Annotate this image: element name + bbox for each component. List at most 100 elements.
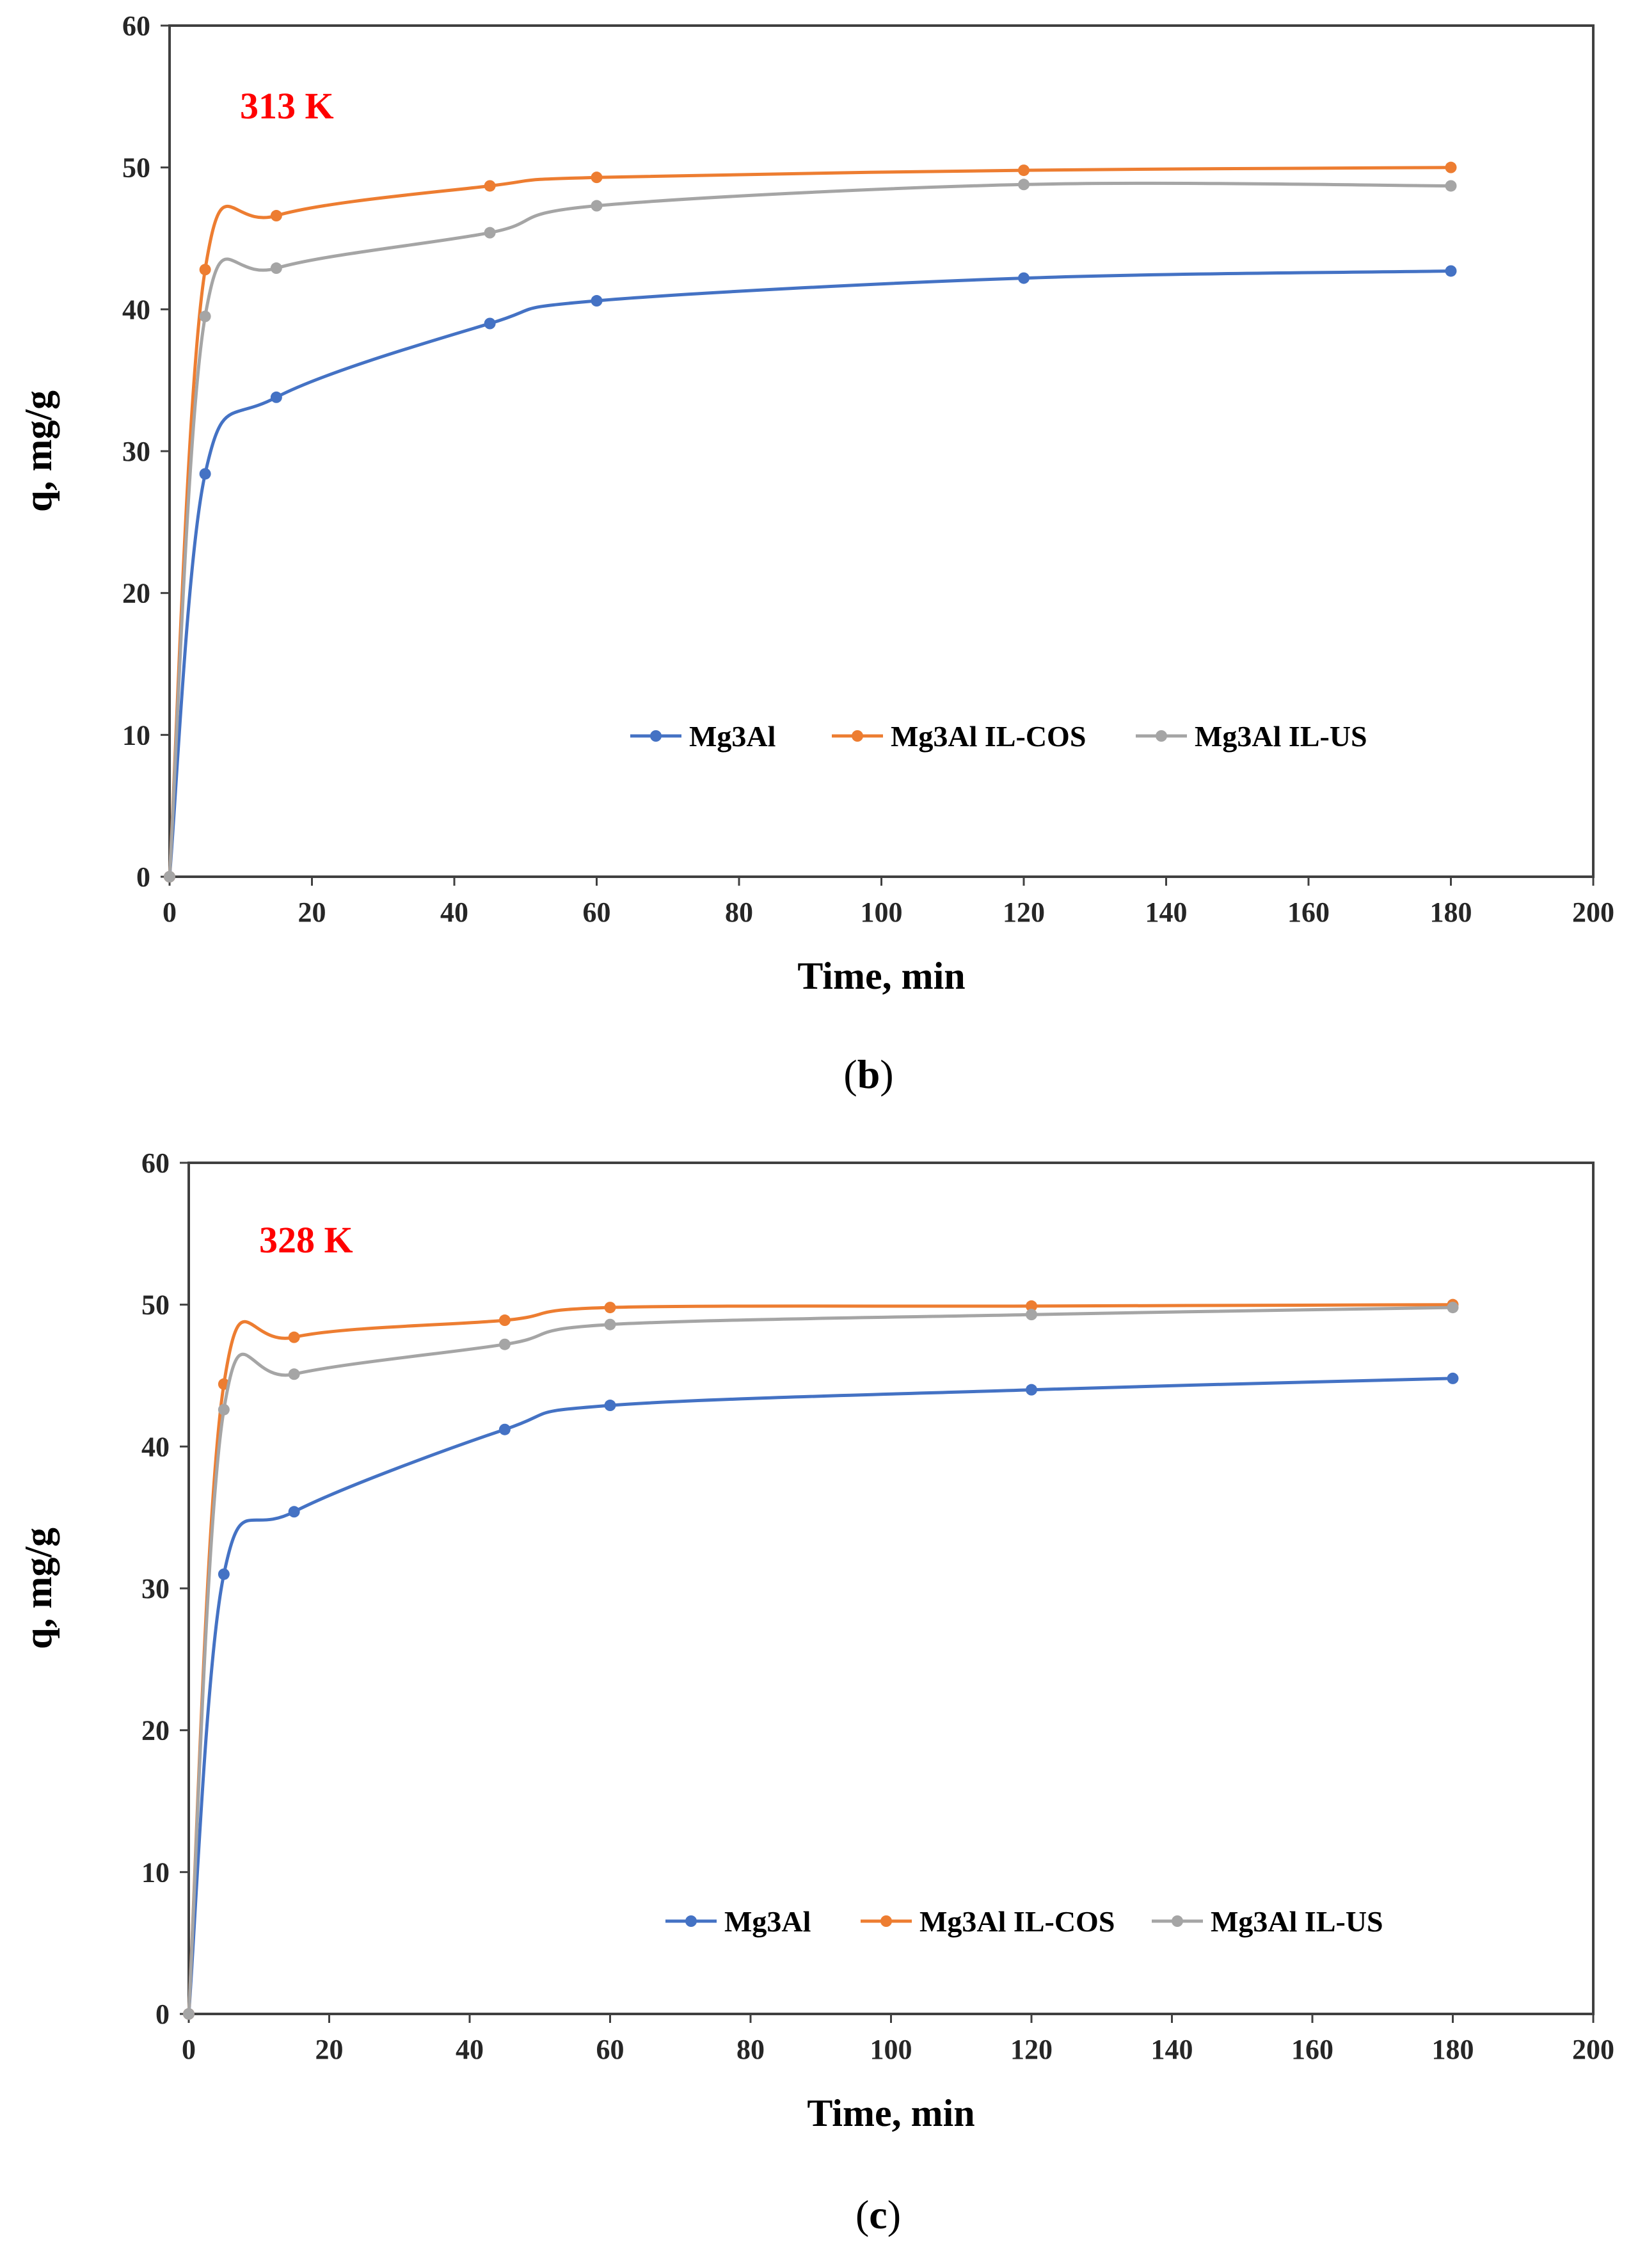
data-point	[1445, 161, 1457, 173]
data-point	[1447, 1302, 1459, 1314]
data-point	[288, 1331, 300, 1343]
y-tick-label: 50	[141, 1290, 170, 1321]
x-tick-label: 40	[456, 2034, 484, 2065]
y-tick-label: 0	[155, 1999, 170, 2030]
legend-marker	[1172, 1915, 1183, 1927]
x-tick-label: 140	[1151, 2034, 1193, 2065]
series-2	[164, 179, 1457, 882]
y-tick-label: 20	[141, 1715, 170, 1746]
panel-caption: (c)	[855, 2192, 901, 2237]
legend-entry-1: Mg3Al IL-COS	[861, 1905, 1115, 1938]
data-point	[591, 200, 603, 212]
data-point	[604, 1318, 616, 1330]
y-tick-label: 10	[122, 719, 150, 751]
data-point	[498, 1423, 511, 1435]
legend-label: Mg3Al	[724, 1905, 811, 1938]
legend-label: Mg3Al IL-COS	[919, 1905, 1115, 1938]
y-axis-title: q, mg/g	[17, 1528, 60, 1649]
x-tick-label: 100	[861, 897, 903, 928]
data-point	[484, 227, 496, 239]
x-tick-label: 120	[1003, 897, 1045, 928]
data-point	[484, 180, 496, 192]
legend-marker	[650, 730, 662, 742]
legend-marker	[880, 1915, 892, 1927]
x-tick-label: 20	[315, 2034, 344, 2065]
y-tick-label: 20	[122, 578, 150, 609]
data-point	[270, 210, 282, 222]
y-tick-label: 60	[141, 1147, 170, 1179]
data-point	[1445, 180, 1457, 192]
data-point	[1018, 164, 1030, 177]
x-tick-label: 180	[1432, 2034, 1474, 2065]
data-point	[498, 1314, 511, 1327]
x-tick-label: 60	[596, 2034, 625, 2065]
x-tick-label: 120	[1010, 2034, 1053, 2065]
legend-label: Mg3Al	[689, 720, 776, 753]
data-point	[604, 1400, 616, 1412]
series-0	[164, 265, 1457, 882]
x-tick-label: 20	[298, 897, 326, 928]
data-point	[270, 262, 282, 275]
data-point	[270, 391, 282, 403]
plot-frame	[168, 24, 1595, 878]
series-line	[168, 269, 1451, 877]
data-point	[218, 1568, 230, 1580]
data-point	[498, 1338, 511, 1350]
data-point	[1026, 1300, 1037, 1312]
data-point	[1018, 179, 1030, 191]
x-tick-label: 160	[1287, 897, 1330, 928]
data-point	[199, 310, 211, 323]
data-point	[199, 264, 211, 276]
legend-label: Mg3Al IL-US	[1195, 720, 1367, 753]
x-tick-label: 100	[870, 2034, 912, 2065]
plot-frame	[187, 1162, 1595, 2015]
data-point	[1026, 1384, 1037, 1396]
legend-marker	[1156, 730, 1167, 742]
x-tick-label: 180	[1430, 897, 1472, 928]
data-point	[288, 1506, 300, 1518]
legend-entry-1: Mg3Al IL-COS	[832, 720, 1086, 753]
y-axis-title: q, mg/g	[17, 390, 60, 512]
y-tick-label: 60	[122, 10, 150, 42]
x-tick-label: 60	[583, 897, 611, 928]
legend-label: Mg3Al IL-COS	[891, 720, 1086, 753]
x-tick-label: 200	[1572, 2034, 1614, 2065]
legend-entry-0: Mg3Al	[630, 720, 776, 753]
legend-marker	[685, 1915, 697, 1927]
data-point	[484, 317, 496, 330]
x-tick-label: 80	[736, 2034, 765, 2065]
x-axis-title: Time, min	[807, 2092, 975, 2134]
x-tick-label: 0	[182, 2034, 196, 2065]
data-point	[183, 2008, 195, 2020]
y-tick-label: 10	[141, 1857, 170, 1888]
chart-panel-c: 0 20 40 60 80 100 120 140 160 180 200 0 10 20 30 40 50 60…	[17, 1147, 1614, 2237]
x-tick-label: 0	[163, 897, 177, 928]
data-point	[1447, 1372, 1459, 1384]
data-point	[288, 1368, 300, 1380]
y-tick-label: 30	[122, 436, 150, 467]
legend-entry-0: Mg3Al	[665, 1905, 811, 1938]
y-tick-label: 0	[136, 861, 150, 893]
data-point	[604, 1302, 616, 1314]
x-tick-label: 200	[1572, 897, 1614, 928]
panel-caption: (b)	[843, 1051, 893, 1097]
series-1	[164, 161, 1457, 882]
x-tick-label: 80	[725, 897, 753, 928]
temperature-label: 328 K	[259, 1219, 353, 1261]
data-point	[218, 1403, 230, 1416]
data-point	[1018, 272, 1030, 284]
legend-label: Mg3Al IL-US	[1211, 1905, 1383, 1938]
data-point	[591, 172, 603, 184]
data-point	[199, 468, 211, 480]
x-tick-label: 40	[440, 897, 468, 928]
data-point	[1026, 1309, 1037, 1321]
series-2	[183, 1302, 1459, 2020]
series-line	[187, 1377, 1453, 2015]
y-tick-label: 50	[122, 152, 150, 184]
y-tick-label: 40	[122, 294, 150, 325]
data-point	[591, 295, 603, 307]
x-tick-label: 160	[1291, 2034, 1333, 2065]
legend-entry-2: Mg3Al IL-US	[1136, 720, 1367, 753]
legend-marker	[852, 730, 863, 742]
temperature-label: 313 K	[240, 85, 334, 127]
